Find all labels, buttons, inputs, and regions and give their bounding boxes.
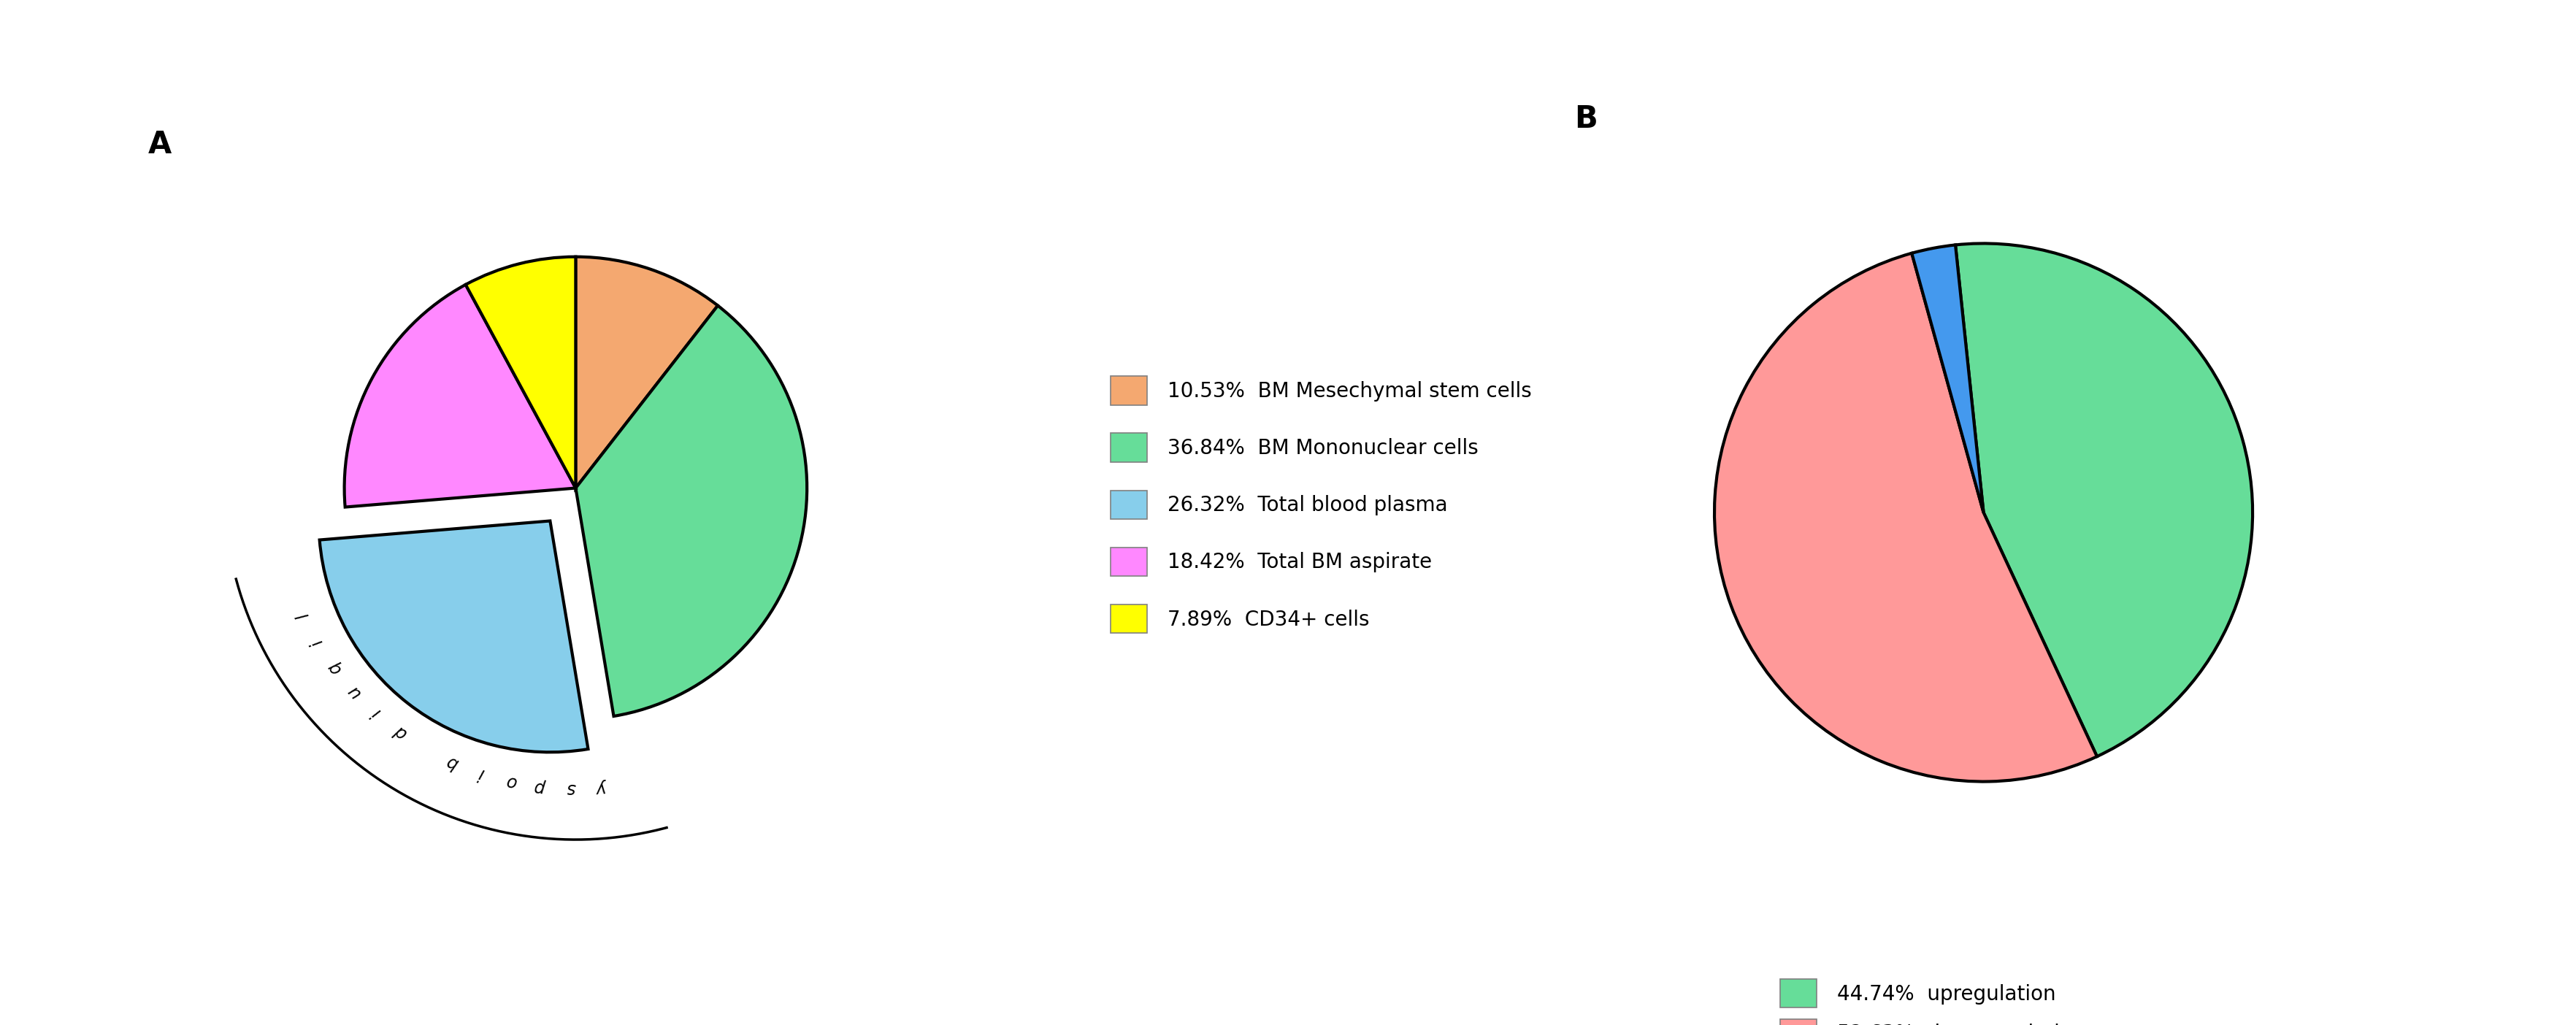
- Text: i: i: [477, 765, 487, 782]
- Text: d: d: [389, 722, 410, 742]
- Text: o: o: [502, 772, 518, 791]
- Text: l: l: [294, 609, 312, 621]
- Wedge shape: [574, 305, 806, 716]
- Legend: 10.53%  BM Mesechymal stem cells, 36.84%  BM Mononuclear cells, 26.32%  Total bl: 10.53% BM Mesechymal stem cells, 36.84% …: [1110, 376, 1530, 633]
- Text: p: p: [533, 777, 546, 796]
- Text: i: i: [309, 636, 327, 649]
- Text: i: i: [368, 704, 384, 721]
- Wedge shape: [319, 521, 587, 752]
- Wedge shape: [345, 285, 574, 507]
- Text: A: A: [147, 129, 170, 160]
- Wedge shape: [1716, 253, 2097, 782]
- Wedge shape: [1911, 245, 1984, 512]
- Text: q: q: [325, 658, 345, 678]
- Text: y: y: [595, 778, 608, 796]
- Wedge shape: [466, 257, 574, 488]
- Text: u: u: [343, 682, 363, 701]
- Wedge shape: [574, 257, 719, 488]
- Text: b: b: [443, 752, 461, 773]
- Text: B: B: [1574, 104, 1597, 134]
- Wedge shape: [1955, 244, 2251, 756]
- Legend: 44.74%  upregulation, 52.63%  downregulation, 2.63%  promotor hypomethylation: 44.74% upregulation, 52.63% downregulati…: [1780, 979, 2187, 1025]
- Text: s: s: [567, 780, 577, 797]
